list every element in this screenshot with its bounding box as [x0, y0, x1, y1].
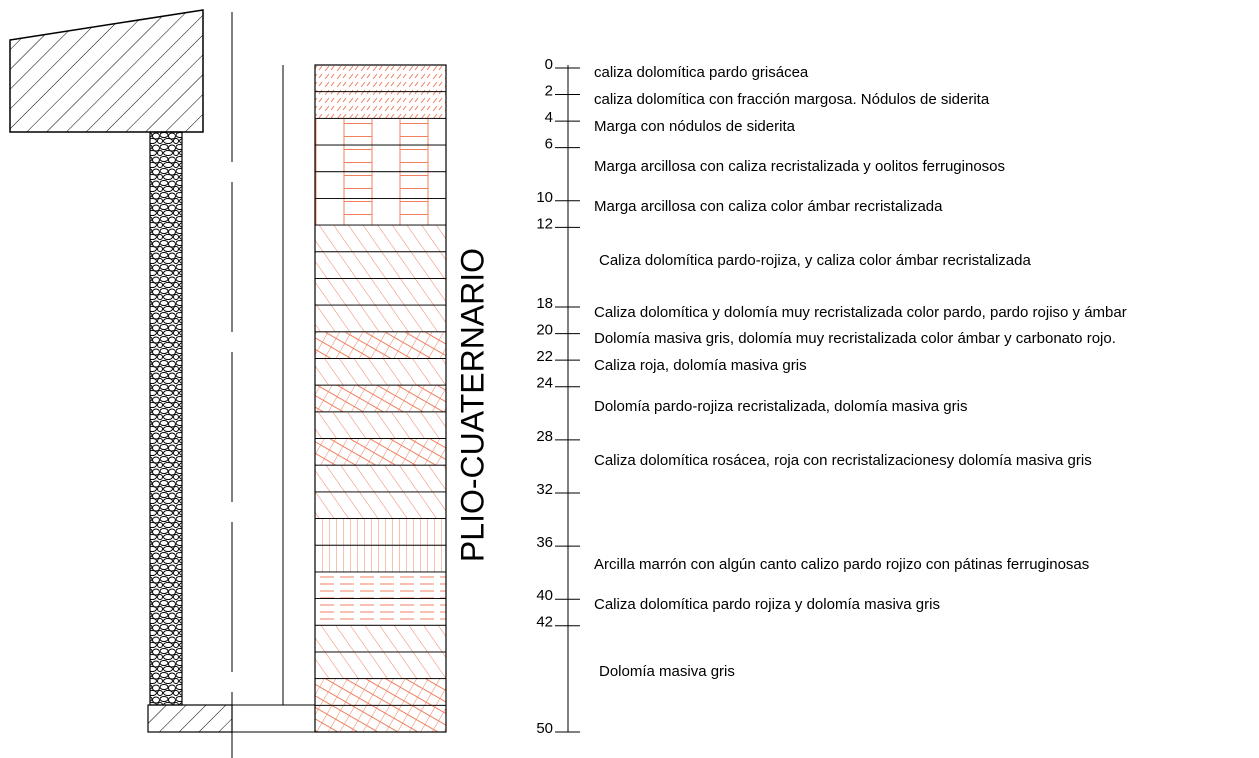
layer-description: Caliza dolomítica pardo-rojiza, y caliza… — [599, 252, 1031, 269]
lithology-row — [315, 278, 446, 305]
layer-description: caliza dolomítica pardo grisácea — [594, 64, 809, 81]
lithology-row — [315, 92, 446, 119]
depth-label: 20 — [536, 322, 553, 339]
depth-label: 18 — [536, 295, 553, 312]
lithology-row — [315, 492, 446, 519]
layer-description: Marga arcillosa con caliza recristalizad… — [594, 158, 1005, 175]
layer-description: Caliza dolomítica y dolomía muy recrista… — [594, 304, 1127, 321]
lithology-row — [315, 465, 446, 492]
layer-description: Marga con nódulos de siderita — [594, 118, 796, 135]
lithology-row — [315, 679, 446, 706]
depth-label: 6 — [545, 136, 553, 153]
layer-description: Arcilla marrón con algún canto calizo pa… — [594, 556, 1089, 573]
depth-label: 32 — [536, 481, 553, 498]
layer-description: Caliza dolomítica rosácea, roja con recr… — [594, 452, 1092, 469]
lithology-row — [315, 65, 446, 92]
lithology-row — [315, 358, 446, 385]
layer-description: Caliza dolomítica pardo rojiza y dolomía… — [594, 596, 940, 613]
lithology-row — [315, 625, 446, 652]
lithology-row — [315, 385, 446, 412]
layer-description: Caliza roja, dolomía masiva gris — [594, 357, 807, 374]
lithology-row — [315, 439, 446, 466]
depth-label: 40 — [536, 587, 553, 604]
base-block — [148, 705, 232, 732]
depth-label: 42 — [536, 614, 553, 631]
depth-label: 0 — [545, 56, 553, 73]
formation-label: PLIO-CUATERNARIO — [454, 248, 490, 562]
depth-label: 28 — [536, 428, 553, 445]
lithology-row — [315, 652, 446, 679]
lithology-row — [315, 572, 446, 599]
lithology-row — [315, 118, 446, 145]
lithology-row — [315, 252, 446, 279]
lithology-row — [315, 225, 446, 252]
lithology-row — [315, 545, 446, 572]
layer-description: Dolomía pardo-rojiza recristalizada, dol… — [594, 398, 967, 415]
gravel-fill — [150, 132, 182, 705]
page: {"side_label": "PLIO-CUATERNARIO", "dept… — [0, 0, 1259, 758]
depth-label: 50 — [536, 720, 553, 737]
depth-label: 4 — [545, 109, 553, 126]
borehole-diagram: PLIO-CUATERNARIO 02461012182022242832364… — [0, 0, 1259, 758]
lithology-row — [315, 705, 446, 732]
depth-label: 22 — [536, 348, 553, 365]
lithology-row — [315, 305, 446, 332]
lithology-column — [315, 65, 446, 732]
depth-label: 24 — [536, 375, 553, 392]
lithology-row — [315, 412, 446, 439]
lithology-row — [315, 519, 446, 546]
depth-label: 36 — [536, 534, 553, 551]
lithology-row — [315, 332, 446, 359]
lithology-row — [315, 145, 446, 172]
layer-description: Dolomía masiva gris — [599, 663, 735, 680]
lithology-row — [315, 172, 446, 199]
layer-description: caliza dolomítica con fracción margosa. … — [594, 91, 990, 108]
lithology-row — [315, 198, 446, 225]
layer-description: Dolomía masiva gris, dolomía muy recrist… — [594, 330, 1116, 347]
depth-label: 2 — [545, 83, 553, 100]
lithology-row — [315, 599, 446, 626]
depth-label: 10 — [536, 189, 553, 206]
depth-label: 12 — [536, 215, 553, 232]
top-block — [10, 10, 203, 132]
layer-description: Marga arcillosa con caliza color ámbar r… — [594, 198, 943, 215]
